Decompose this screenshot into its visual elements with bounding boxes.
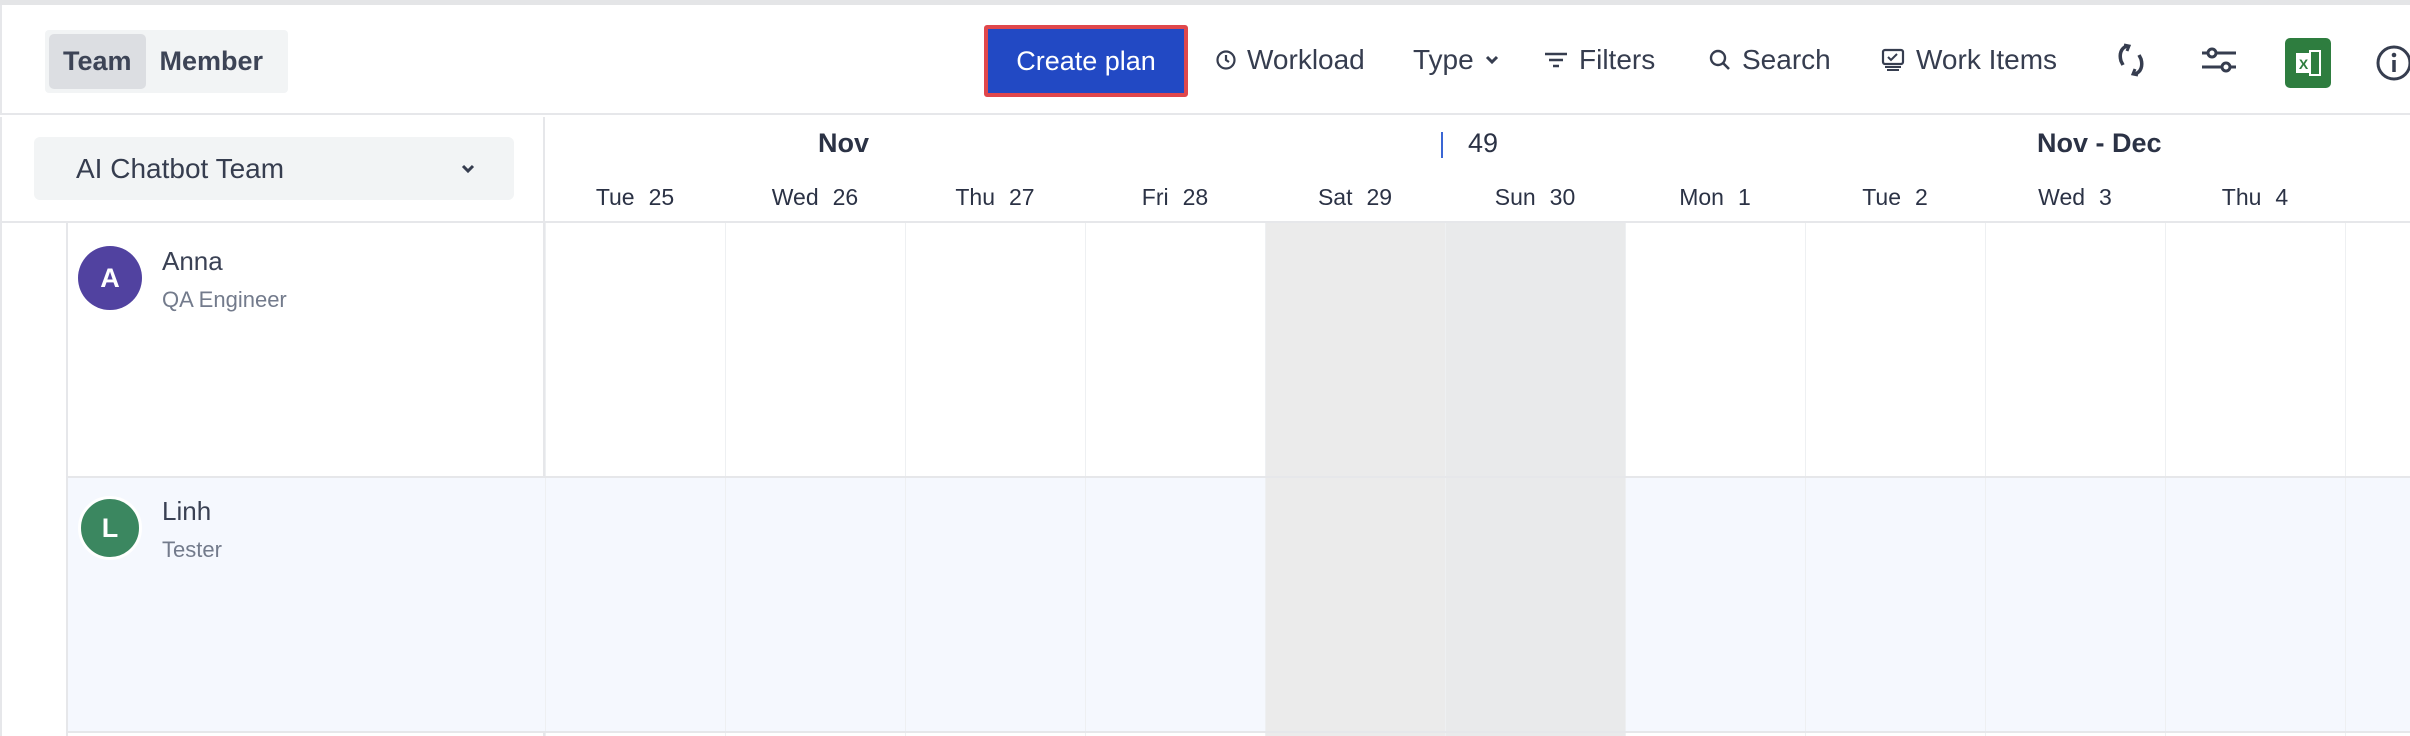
member-role: QA Engineer — [162, 287, 287, 312]
day-of-week: Sat — [1317, 184, 1353, 210]
filters-button[interactable]: Filters — [1543, 40, 1655, 80]
day-header: Thu 27 — [905, 184, 1085, 211]
day-header: Mon 1 — [1625, 184, 1805, 211]
view-toggle: Team Member — [45, 30, 288, 93]
day-number: 27 — [1009, 184, 1035, 210]
day-of-week: Tue — [595, 184, 635, 210]
chevron-down-icon — [461, 164, 475, 173]
week-marker — [1441, 132, 1443, 158]
day-column[interactable] — [1265, 223, 1445, 736]
monitor-check-icon — [1881, 48, 1905, 71]
day-number: 3 — [2099, 184, 2112, 210]
info-icon — [2376, 45, 2410, 81]
work-items-button[interactable]: Work Items — [1880, 40, 2057, 80]
avatar: A — [78, 246, 142, 310]
day-header: Tue 25 — [545, 184, 725, 211]
chevron-down-icon — [1485, 55, 1498, 65]
day-number: 2 — [1914, 184, 1928, 210]
month-label: Nov — [818, 128, 870, 158]
workload-button[interactable]: Workload — [1215, 40, 1365, 80]
day-column[interactable] — [545, 223, 725, 736]
day-number: 30 — [1549, 184, 1576, 210]
view-member-button[interactable]: Member — [159, 46, 264, 76]
day-of-week: Fri — [1141, 184, 1169, 210]
day-of-week: Tue — [1862, 184, 1901, 210]
gutter-divider — [66, 223, 68, 736]
day-header: Sat 29 — [1265, 184, 1445, 211]
day-number: 1 — [1737, 184, 1751, 210]
refresh-button[interactable] — [2113, 40, 2149, 80]
svg-text:X: X — [2299, 56, 2309, 72]
type-dropdown[interactable]: Type — [1413, 40, 1500, 80]
search-label: Search — [1742, 44, 1831, 75]
member-name: Anna — [162, 246, 223, 276]
member-row-bg — [68, 477, 545, 731]
type-label: Type — [1413, 44, 1474, 75]
toolbar — [0, 5, 2410, 115]
day-header: Fri — [2345, 184, 2410, 211]
day-header: Wed 3 — [1985, 184, 2165, 211]
day-of-week: Sun — [1494, 184, 1536, 210]
team-select-value: AI Chatbot Team — [76, 152, 285, 184]
member-role: Tester — [162, 537, 222, 562]
day-number: 26 — [832, 184, 859, 210]
header-divider — [0, 221, 2410, 223]
day-number: 4 — [2275, 184, 2289, 210]
day-number: 28 — [1182, 184, 1209, 210]
day-header: Tue 2 — [1805, 184, 1985, 211]
day-column[interactable] — [2345, 223, 2410, 736]
day-header: Thu 4 — [2165, 184, 2345, 211]
day-column[interactable] — [1625, 223, 1805, 736]
settings-button[interactable] — [2200, 40, 2238, 80]
member-name: Linh — [162, 496, 212, 526]
day-of-week: Thu — [2221, 184, 2262, 210]
sliders-icon — [2202, 47, 2236, 73]
clock-icon — [1216, 50, 1236, 70]
day-header: Fri 28 — [1085, 184, 1265, 211]
workload-label: Workload — [1247, 44, 1365, 75]
day-header: Wed 26 — [725, 184, 905, 211]
info-button[interactable] — [2374, 43, 2410, 88]
export-excel-button[interactable]: X — [2285, 38, 2331, 88]
row-divider — [68, 731, 2410, 733]
row-divider — [68, 476, 2410, 478]
day-column[interactable] — [1445, 223, 1625, 736]
week-number: 49 — [1468, 128, 1499, 158]
day-number: 29 — [1366, 184, 1393, 210]
avatar: L — [78, 496, 142, 560]
day-column[interactable] — [1805, 223, 1985, 736]
filters-label: Filters — [1579, 44, 1656, 75]
day-number: 25 — [648, 184, 675, 210]
work-items-label: Work Items — [1916, 44, 2058, 75]
day-column[interactable] — [725, 223, 905, 736]
day-of-week: Wed — [2038, 184, 2086, 210]
day-header: Sun 30 — [1445, 184, 1625, 211]
day-column[interactable] — [1085, 223, 1265, 736]
member-panel — [0, 117, 545, 736]
day-column[interactable] — [905, 223, 1085, 736]
day-column[interactable] — [2165, 223, 2345, 736]
search-icon — [1709, 49, 1730, 70]
filter-icon — [1545, 52, 1567, 68]
top-border — [0, 0, 2410, 5]
day-of-week: Thu — [955, 184, 996, 210]
excel-icon: X — [2296, 50, 2321, 76]
member-row-anna[interactable]: A Anna QA Engineer — [78, 246, 287, 313]
day-column[interactable] — [1985, 223, 2165, 736]
member-row-linh[interactable]: L Linh Tester — [78, 496, 222, 563]
month-label: Nov - Dec — [2037, 128, 2162, 158]
day-of-week: Mon — [1679, 184, 1724, 210]
create-plan-button[interactable]: Create plan — [984, 25, 1188, 97]
day-of-week: Wed — [771, 184, 819, 210]
refresh-icon — [2118, 43, 2144, 77]
team-select[interactable]: AI Chatbot Team — [34, 137, 514, 200]
search-button[interactable]: Search — [1708, 40, 1831, 80]
view-team-button[interactable]: Team — [49, 34, 146, 89]
